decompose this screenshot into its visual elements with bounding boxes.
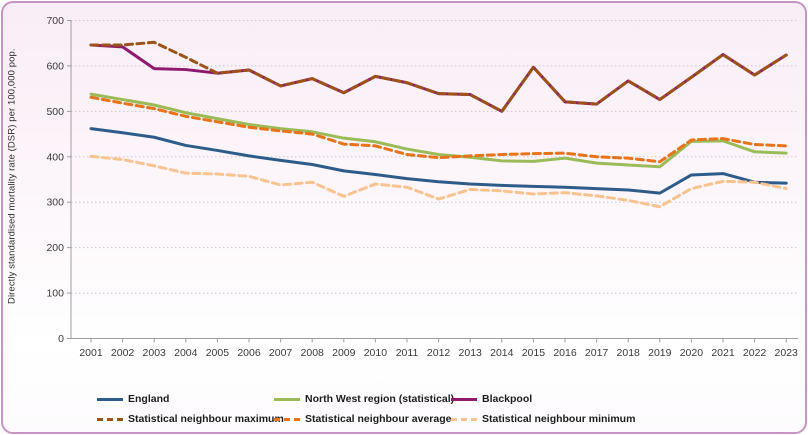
x-tick-label: 2005 [206, 347, 230, 359]
legend-swatch-stat-neighbour-maximum [97, 417, 123, 421]
x-tick-label: 2013 [459, 347, 483, 359]
legend-swatch-blackpool [451, 397, 477, 401]
legend-swatch-north-west-region [274, 397, 300, 401]
x-tick-label: 2011 [396, 347, 419, 359]
series-line-england [89, 127, 788, 195]
legend: England North West region (statistical) … [97, 392, 731, 426]
x-tick-label: 2019 [648, 347, 672, 359]
y-tick-label: 200 [46, 242, 64, 254]
x-tick-label: 2010 [364, 347, 388, 359]
series-line-blackpool [89, 43, 788, 113]
legend-item-england: England [97, 392, 274, 406]
y-tick-label: 100 [46, 288, 64, 300]
x-tick-label: 2007 [269, 347, 293, 359]
x-tick-label: 2009 [332, 347, 356, 359]
x-tick-label: 2006 [237, 347, 261, 359]
x-tick-label: 2014 [490, 347, 514, 359]
x-tick-label: 2022 [743, 347, 767, 359]
x-tick-label: 2003 [143, 347, 167, 359]
legend-item-stat-neighbour-average: Statistical neighbour average [274, 412, 451, 426]
series-line-statistical-neighbour-average [89, 95, 788, 164]
y-tick-label: 500 [46, 106, 64, 118]
legend-item-stat-neighbour-maximum: Statistical neighbour maximum [97, 412, 284, 426]
legend-swatch-stat-neighbour-average [274, 417, 300, 421]
y-tick-label: 300 [46, 197, 64, 209]
y-tick-label: 0 [58, 333, 64, 345]
x-tick-label: 2018 [617, 347, 641, 359]
x-tick-label: 2008 [301, 347, 325, 359]
legend-item-north-west-region: North West region (statistical) [274, 392, 455, 406]
x-tick-label: 2017 [585, 347, 609, 359]
series-line-statistical-neighbour-maximum [89, 40, 788, 113]
legend-item-blackpool: Blackpool [451, 392, 731, 406]
series-line-statistical-neighbour-minimum [89, 154, 788, 209]
legend-label-blackpool: Blackpool [482, 393, 533, 405]
line-chart: 0 100 200 300 400 500 600 700 2001 2002 2003 2004 20… [46, 15, 799, 359]
x-tick-label: 2015 [522, 347, 546, 359]
legend-label-stat-neighbour-minimum: Statistical neighbour minimum [482, 413, 636, 425]
legend-label-stat-neighbour-maximum: Statistical neighbour maximum [128, 413, 284, 425]
x-tick-label: 2023 [775, 347, 799, 359]
x-tick-label: 2016 [553, 347, 577, 359]
legend-label-north-west-region: North West region (statistical) [305, 393, 455, 405]
y-tick-label: 700 [46, 15, 64, 27]
x-tick-label: 2001 [79, 347, 103, 359]
legend-swatch-england [97, 397, 123, 401]
y-tick-label: 400 [46, 151, 64, 163]
x-tick-label: 2012 [427, 347, 451, 359]
legend-swatch-stat-neighbour-minimum [451, 417, 477, 421]
x-tick-label: 2021 [711, 347, 735, 359]
legend-item-stat-neighbour-minimum: Statistical neighbour minimum [451, 412, 731, 426]
x-tick-label: 2004 [174, 347, 198, 359]
legend-label-england: England [128, 393, 170, 405]
legend-label-stat-neighbour-average: Statistical neighbour average [305, 413, 452, 425]
series-line-north-west-region-statistical- [89, 92, 788, 169]
x-tick-label: 2020 [680, 347, 704, 359]
y-tick-label: 600 [46, 60, 64, 72]
x-tick-label: 2002 [111, 347, 135, 359]
